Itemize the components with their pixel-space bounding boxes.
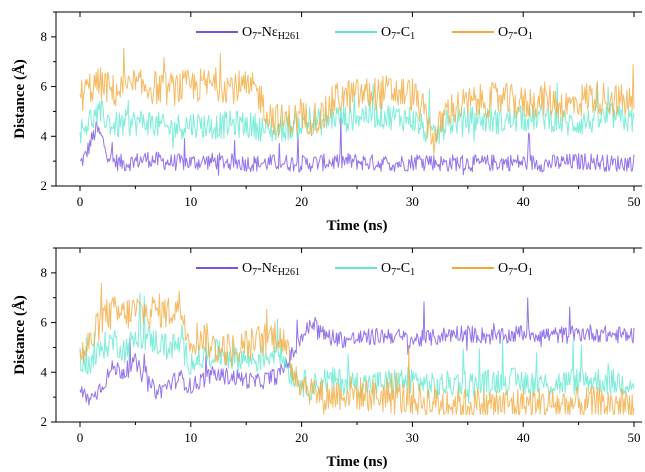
legend-label-3: O7-O1 — [498, 25, 533, 42]
legend-text-part: 7 — [252, 267, 257, 278]
legend-text-part: 1 — [528, 31, 533, 42]
legend-label-1: O7-NεH261 — [242, 261, 300, 278]
x-axis-label: Time (ns) — [327, 218, 388, 234]
x-tick-label: 40 — [517, 194, 530, 209]
legend-label-2: O7-C1 — [381, 25, 415, 42]
legend-text-part: -Nε — [257, 261, 278, 276]
y-axis-label: Distance (Å) — [12, 59, 28, 139]
x-tick-label: 10 — [184, 194, 197, 209]
y-tick-label: 4 — [41, 364, 48, 379]
y-tick-label: 2 — [41, 178, 48, 193]
legend-text-part: O — [498, 25, 508, 40]
legend-label-1: O7-NεH261 — [242, 25, 300, 42]
y-tick-label: 6 — [41, 79, 48, 94]
x-tick-label: 20 — [295, 430, 308, 445]
y-tick-label: 8 — [41, 265, 48, 280]
x-tick-label: 10 — [184, 430, 197, 445]
x-tick-label: 30 — [406, 430, 419, 445]
legend-text-part: 7 — [391, 267, 396, 278]
series-line-3 — [79, 283, 635, 415]
legend-text-part: 1 — [528, 267, 533, 278]
legend-text-part: H261 — [278, 267, 300, 278]
legend-text-part: O — [381, 25, 391, 40]
legend-label-2: O7-C1 — [381, 261, 415, 278]
legend-text-part: -O — [513, 261, 528, 276]
legend-text-part: 7 — [508, 31, 513, 42]
legend-text-part: -C — [396, 25, 410, 40]
legend-text-part: O — [498, 261, 508, 276]
legend-text-part: 1 — [410, 267, 415, 278]
x-tick-label: 40 — [517, 430, 530, 445]
legend-text-part: 1 — [410, 31, 415, 42]
legend-text-part: -Nε — [257, 25, 278, 40]
legend-text-part: -O — [513, 25, 528, 40]
legend-text-part: O — [381, 261, 391, 276]
legend-text-part: 7 — [391, 31, 396, 42]
legend-text-part: O — [242, 261, 252, 276]
x-tick-label: 30 — [406, 194, 419, 209]
x-tick-label: 50 — [628, 430, 641, 445]
series-line-1 — [79, 117, 635, 176]
legend-text-part: 7 — [252, 31, 257, 42]
y-tick-label: 4 — [41, 128, 48, 143]
series-line-2 — [79, 292, 635, 404]
series-line-1 — [79, 297, 635, 406]
x-tick-label: 0 — [77, 430, 84, 445]
series-line-3 — [79, 47, 635, 155]
x-axis-label: Time (ns) — [327, 454, 388, 470]
legend-text-part: 7 — [508, 267, 513, 278]
x-tick-label: 50 — [628, 194, 641, 209]
y-tick-label: 2 — [41, 414, 48, 429]
x-tick-label: 20 — [295, 194, 308, 209]
y-tick-label: 8 — [41, 29, 48, 44]
legend-text-part: -C — [396, 261, 410, 276]
legend-text-part: O — [242, 25, 252, 40]
legend-text-part: H261 — [278, 31, 300, 42]
y-tick-label: 6 — [41, 315, 48, 330]
y-axis-label: Distance (Å) — [12, 295, 28, 375]
x-tick-label: 0 — [77, 194, 84, 209]
legend-label-3: O7-O1 — [498, 261, 533, 278]
